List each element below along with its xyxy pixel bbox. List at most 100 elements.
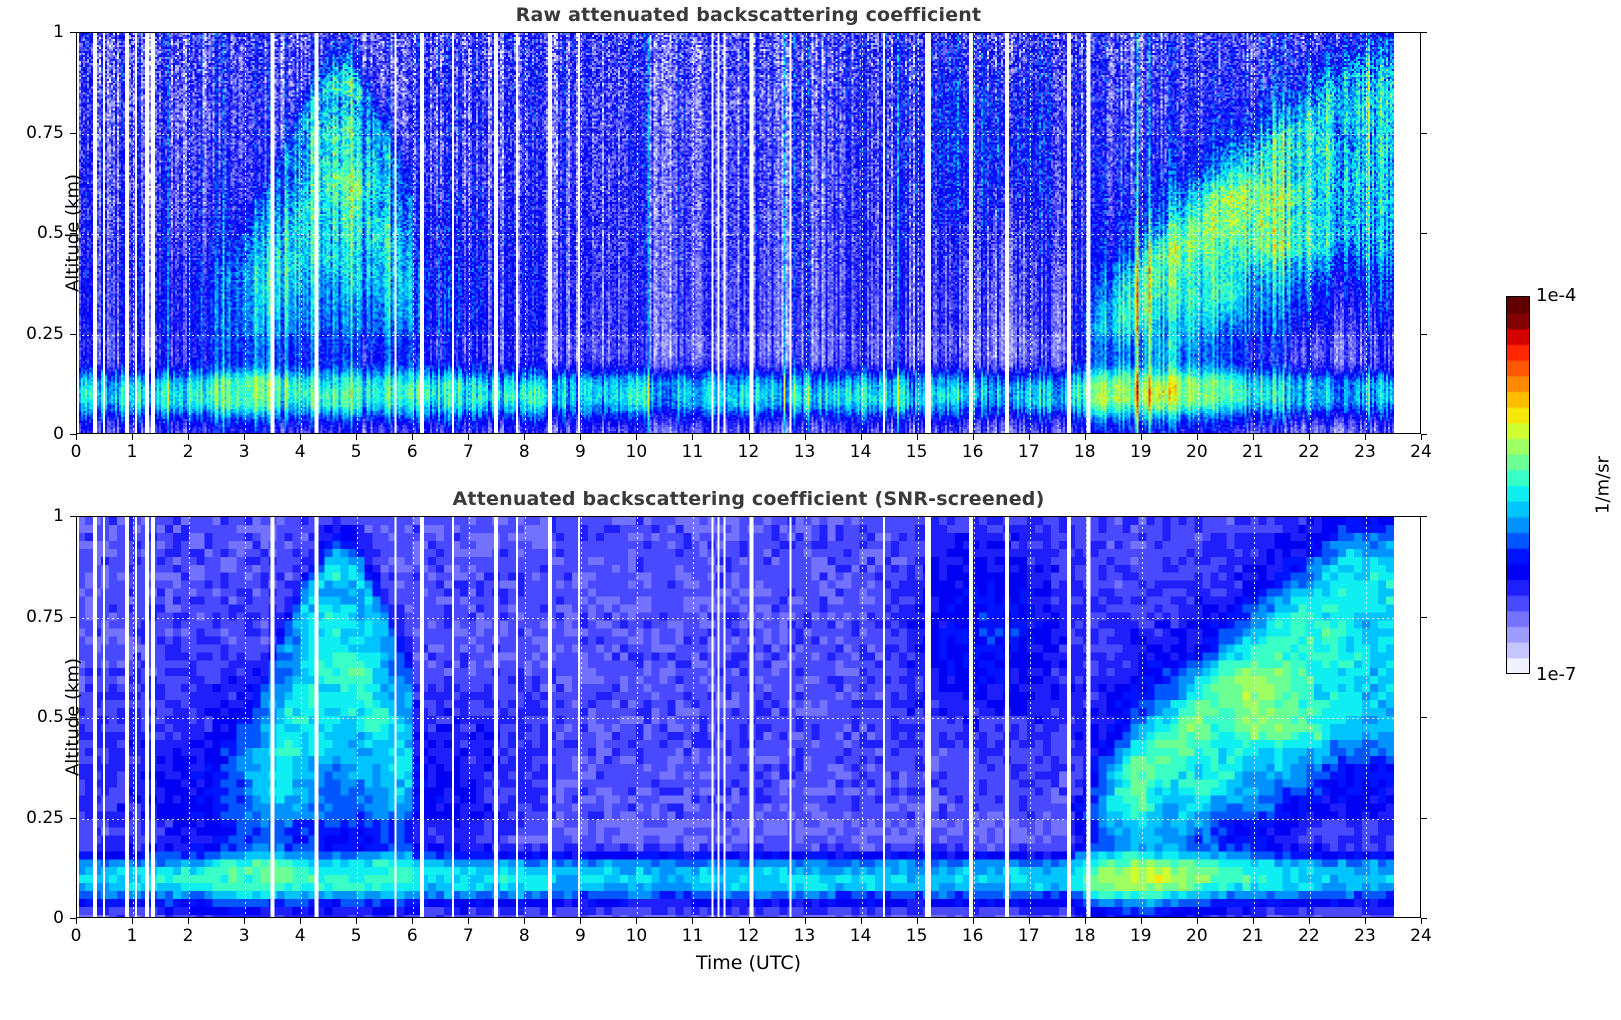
x-tick-14: [860, 434, 862, 440]
x-tick-label-0: 0: [70, 926, 82, 946]
y-tick-right-0: [1421, 434, 1427, 435]
y-tick-0.25: [70, 817, 76, 819]
x-tick-label-5: 5: [350, 926, 362, 946]
colorbar-min-label: 1e-7: [1536, 664, 1577, 685]
x-tick-0: [76, 434, 77, 440]
y-tick-right-0: [1421, 918, 1427, 919]
x-tick-16: [972, 918, 974, 924]
x-tick-5: [356, 434, 358, 440]
y-tick-label-0.75: 0.75: [26, 122, 64, 143]
x-tick-label-16: 16: [961, 442, 984, 462]
x-tick-15: [916, 434, 918, 440]
y-tick-label-0.5: 0.5: [36, 707, 64, 727]
x-tick-label-11: 11: [681, 442, 704, 462]
x-tick-label-4: 4: [294, 926, 306, 946]
x-tick-label-7: 7: [462, 926, 474, 946]
y-tick-0.25: [70, 333, 76, 335]
x-tick-label-1: 1: [126, 442, 138, 462]
x-tick-1: [132, 434, 134, 440]
x-tick-21: [1252, 434, 1254, 440]
y-tick-1: [70, 516, 76, 517]
x-tick-22: [1308, 918, 1310, 924]
y-tick-right-0.5: [1421, 233, 1427, 234]
x-tick-8: [524, 434, 526, 440]
x-tick-3: [244, 434, 246, 440]
x-tick-label-3: 3: [238, 926, 250, 946]
x-tick-label-24: 24: [1410, 926, 1432, 946]
x-tick-6: [412, 918, 414, 924]
y-tick-right-0.75: [1421, 132, 1427, 134]
x-tick-label-4: 4: [294, 442, 306, 462]
x-tick-24: [1421, 434, 1422, 440]
x-tick-label-20: 20: [1186, 926, 1208, 946]
x-tick-7: [468, 434, 470, 440]
colorbar: 1e-4 1e-7 1/m/sr: [1506, 285, 1613, 685]
x-tick-16: [972, 434, 974, 440]
x-tick-label-6: 6: [406, 926, 418, 946]
x-tick-label-18: 18: [1073, 442, 1096, 462]
x-tick-label-22: 22: [1298, 926, 1320, 946]
x-tick-20: [1196, 918, 1198, 924]
x-tick-11: [692, 434, 694, 440]
x-tick-label-3: 3: [238, 442, 250, 462]
x-tick-24: [1421, 918, 1422, 924]
x-tick-label-21: 21: [1242, 926, 1264, 946]
y-tick-right-1: [1421, 32, 1427, 33]
colorbar-gradient: [1506, 296, 1530, 674]
y-tick-right-1: [1421, 516, 1427, 517]
x-tick-15: [916, 918, 918, 924]
x-tick-label-20: 20: [1186, 442, 1208, 462]
y-tick-right-0.25: [1421, 333, 1427, 335]
x-tick-7: [468, 918, 470, 924]
x-tick-9: [580, 434, 582, 440]
x-tick-label-19: 19: [1129, 926, 1152, 946]
x-tick-2: [188, 918, 190, 924]
x-tick-13: [804, 918, 806, 924]
x-tick-label-11: 11: [681, 926, 704, 946]
y-tick-0: [70, 918, 76, 919]
x-tick-label-15: 15: [905, 926, 928, 946]
x-tick-label-8: 8: [518, 926, 530, 946]
x-tick-20: [1196, 434, 1198, 440]
x-tick-17: [1028, 918, 1030, 924]
x-tick-22: [1308, 434, 1310, 440]
x-tick-5: [356, 918, 358, 924]
y-tick-0.5: [70, 233, 76, 234]
x-tick-19: [1140, 918, 1142, 924]
x-tick-2: [188, 434, 190, 440]
x-tick-21: [1252, 918, 1254, 924]
y-tick-0.75: [70, 616, 76, 618]
x-tick-label-13: 13: [793, 926, 816, 946]
x-tick-label-2: 2: [182, 926, 194, 946]
x-tick-18: [1084, 434, 1086, 440]
x-tick-13: [804, 434, 806, 440]
y-tick-right-0.5: [1421, 717, 1427, 718]
y-tick-right-0.25: [1421, 817, 1427, 819]
x-tick-label-19: 19: [1129, 442, 1152, 462]
x-tick-label-24: 24: [1410, 442, 1432, 462]
y-tick-label-0.5: 0.5: [36, 223, 64, 243]
x-tick-19: [1140, 434, 1142, 440]
axes-frame-raw: [76, 32, 1421, 434]
y-tick-0.75: [70, 132, 76, 134]
x-tick-0: [76, 918, 77, 924]
y-tick-label-0.25: 0.25: [26, 807, 64, 828]
x-tick-1: [132, 918, 134, 924]
x-tick-4: [300, 434, 302, 440]
x-tick-label-0: 0: [70, 442, 82, 462]
x-tick-label-10: 10: [625, 442, 648, 462]
x-tick-6: [412, 434, 414, 440]
x-tick-label-15: 15: [905, 442, 928, 462]
x-tick-18: [1084, 918, 1086, 924]
x-tick-label-7: 7: [462, 442, 474, 462]
x-tick-8: [524, 918, 526, 924]
panel-title-raw: Raw attenuated backscattering coefficien…: [515, 4, 982, 26]
x-tick-label-14: 14: [849, 442, 872, 462]
x-tick-label-10: 10: [625, 926, 648, 946]
x-tick-23: [1364, 434, 1366, 440]
x-tick-label-17: 17: [1017, 442, 1040, 462]
x-tick-label-22: 22: [1298, 442, 1320, 462]
x-tick-9: [580, 918, 582, 924]
x-tick-23: [1364, 918, 1366, 924]
